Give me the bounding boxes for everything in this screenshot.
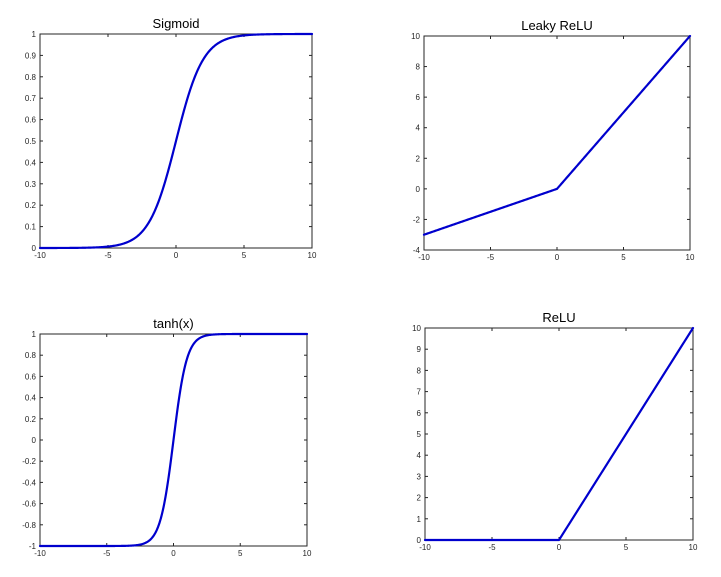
y-tick-label: 10 bbox=[412, 324, 421, 333]
x-tick-label: 5 bbox=[242, 251, 247, 260]
y-tick-label: -0.8 bbox=[22, 521, 36, 530]
chart-title: Sigmoid bbox=[153, 16, 200, 31]
chart-title: ReLU bbox=[542, 310, 575, 325]
y-tick-label: 0 bbox=[32, 436, 37, 445]
x-tick-label: -10 bbox=[418, 253, 430, 262]
x-tick-label: 0 bbox=[174, 251, 179, 260]
axes-frame bbox=[423, 35, 691, 251]
y-tick-label: 4 bbox=[417, 451, 422, 460]
y-tick-label: 6 bbox=[417, 409, 422, 418]
y-tick-label: 0.1 bbox=[25, 223, 37, 232]
x-tick-label: 5 bbox=[621, 253, 626, 262]
relu-curve bbox=[423, 326, 695, 542]
x-tick-label: 0 bbox=[557, 543, 562, 552]
y-tick-label: 0.7 bbox=[25, 94, 37, 103]
x-tick-label: 0 bbox=[171, 549, 176, 558]
y-tick-label: 1 bbox=[417, 515, 422, 524]
y-tick-label: 0.8 bbox=[25, 351, 37, 360]
x-tick-label: 10 bbox=[308, 251, 317, 260]
y-tick-label: 0.5 bbox=[25, 137, 37, 146]
x-tick-label: -10 bbox=[34, 549, 46, 558]
y-tick-label: 0.8 bbox=[25, 73, 37, 82]
x-tick-label: -10 bbox=[419, 543, 431, 552]
x-tick-label: -5 bbox=[103, 549, 111, 558]
y-tick-label: 2 bbox=[417, 494, 422, 503]
y-tick-label: 7 bbox=[417, 388, 422, 397]
y-tick-label: 0.6 bbox=[25, 116, 37, 125]
y-tick-label: -0.4 bbox=[22, 478, 36, 487]
x-tick-label: -5 bbox=[487, 253, 495, 262]
x-tick-label: -5 bbox=[488, 543, 496, 552]
sigmoid-chart: Sigmoid -10 -5 0 5 10 0 0.1 0.2 0.3 0.4 0.5 0.6 0.7 0.… bbox=[25, 16, 317, 260]
y-tick-label: 2 bbox=[416, 154, 421, 163]
y-tick-label: 0 bbox=[32, 244, 37, 253]
y-tick-label: 0.2 bbox=[25, 201, 37, 210]
y-tick-label: 3 bbox=[417, 472, 422, 481]
y-tick-label: 0.9 bbox=[25, 51, 37, 60]
y-tick-label: -1 bbox=[29, 542, 37, 551]
x-tick-label: 5 bbox=[238, 549, 243, 558]
chart-title: tanh(x) bbox=[153, 316, 193, 331]
y-tick-label: 8 bbox=[416, 63, 421, 72]
x-tick-label: 10 bbox=[303, 549, 312, 558]
x-tick-label: 10 bbox=[686, 253, 695, 262]
y-tick-label: -4 bbox=[413, 246, 421, 255]
leaky-relu-chart: Leaky ReLU -10 -5 0 5 10 -4 -2 0 2 4 6 8 10 bbox=[411, 18, 695, 262]
y-tick-label: 0.3 bbox=[25, 180, 37, 189]
relu-chart: ReLU -10 -5 0 5 10 0 1 2 3 4 5 6 7 8 9 10 bbox=[412, 310, 698, 552]
x-tick-label: -10 bbox=[34, 251, 46, 260]
leaky-relu-curve bbox=[422, 34, 692, 236]
y-tick-label: 0 bbox=[417, 536, 422, 545]
y-tick-label: 1 bbox=[32, 330, 37, 339]
y-tick-label: 6 bbox=[416, 93, 421, 102]
y-tick-label: 1 bbox=[32, 30, 37, 39]
y-tick-label: 0.4 bbox=[25, 158, 37, 167]
y-tick-label: 0.4 bbox=[25, 394, 37, 403]
x-tick-label: 0 bbox=[555, 253, 560, 262]
tanh-chart: tanh(x) -10 -5 0 5 10 -1 -0.8 -0.6 -0.4 -0.2 0 0.2 0.… bbox=[22, 316, 312, 558]
y-tick-label: 0.2 bbox=[25, 415, 37, 424]
y-tick-label: 0.6 bbox=[25, 372, 37, 381]
x-tick-label: -5 bbox=[104, 251, 112, 260]
chart-title: Leaky ReLU bbox=[521, 18, 593, 33]
x-tick-label: 10 bbox=[689, 543, 698, 552]
y-tick-label: 10 bbox=[411, 32, 420, 41]
y-tick-label: 5 bbox=[417, 430, 422, 439]
x-tick-label: 5 bbox=[624, 543, 629, 552]
y-tick-label: 4 bbox=[416, 124, 421, 133]
y-tick-label: -2 bbox=[413, 215, 421, 224]
axes-frame bbox=[424, 327, 694, 541]
y-tick-label: -0.6 bbox=[22, 500, 36, 509]
y-tick-label: -0.2 bbox=[22, 457, 36, 466]
y-tick-label: 8 bbox=[417, 366, 422, 375]
y-tick-label: 9 bbox=[417, 345, 422, 354]
tanh-curve bbox=[38, 332, 309, 548]
y-tick-label: 0 bbox=[416, 185, 421, 194]
sigmoid-curve bbox=[38, 32, 314, 250]
